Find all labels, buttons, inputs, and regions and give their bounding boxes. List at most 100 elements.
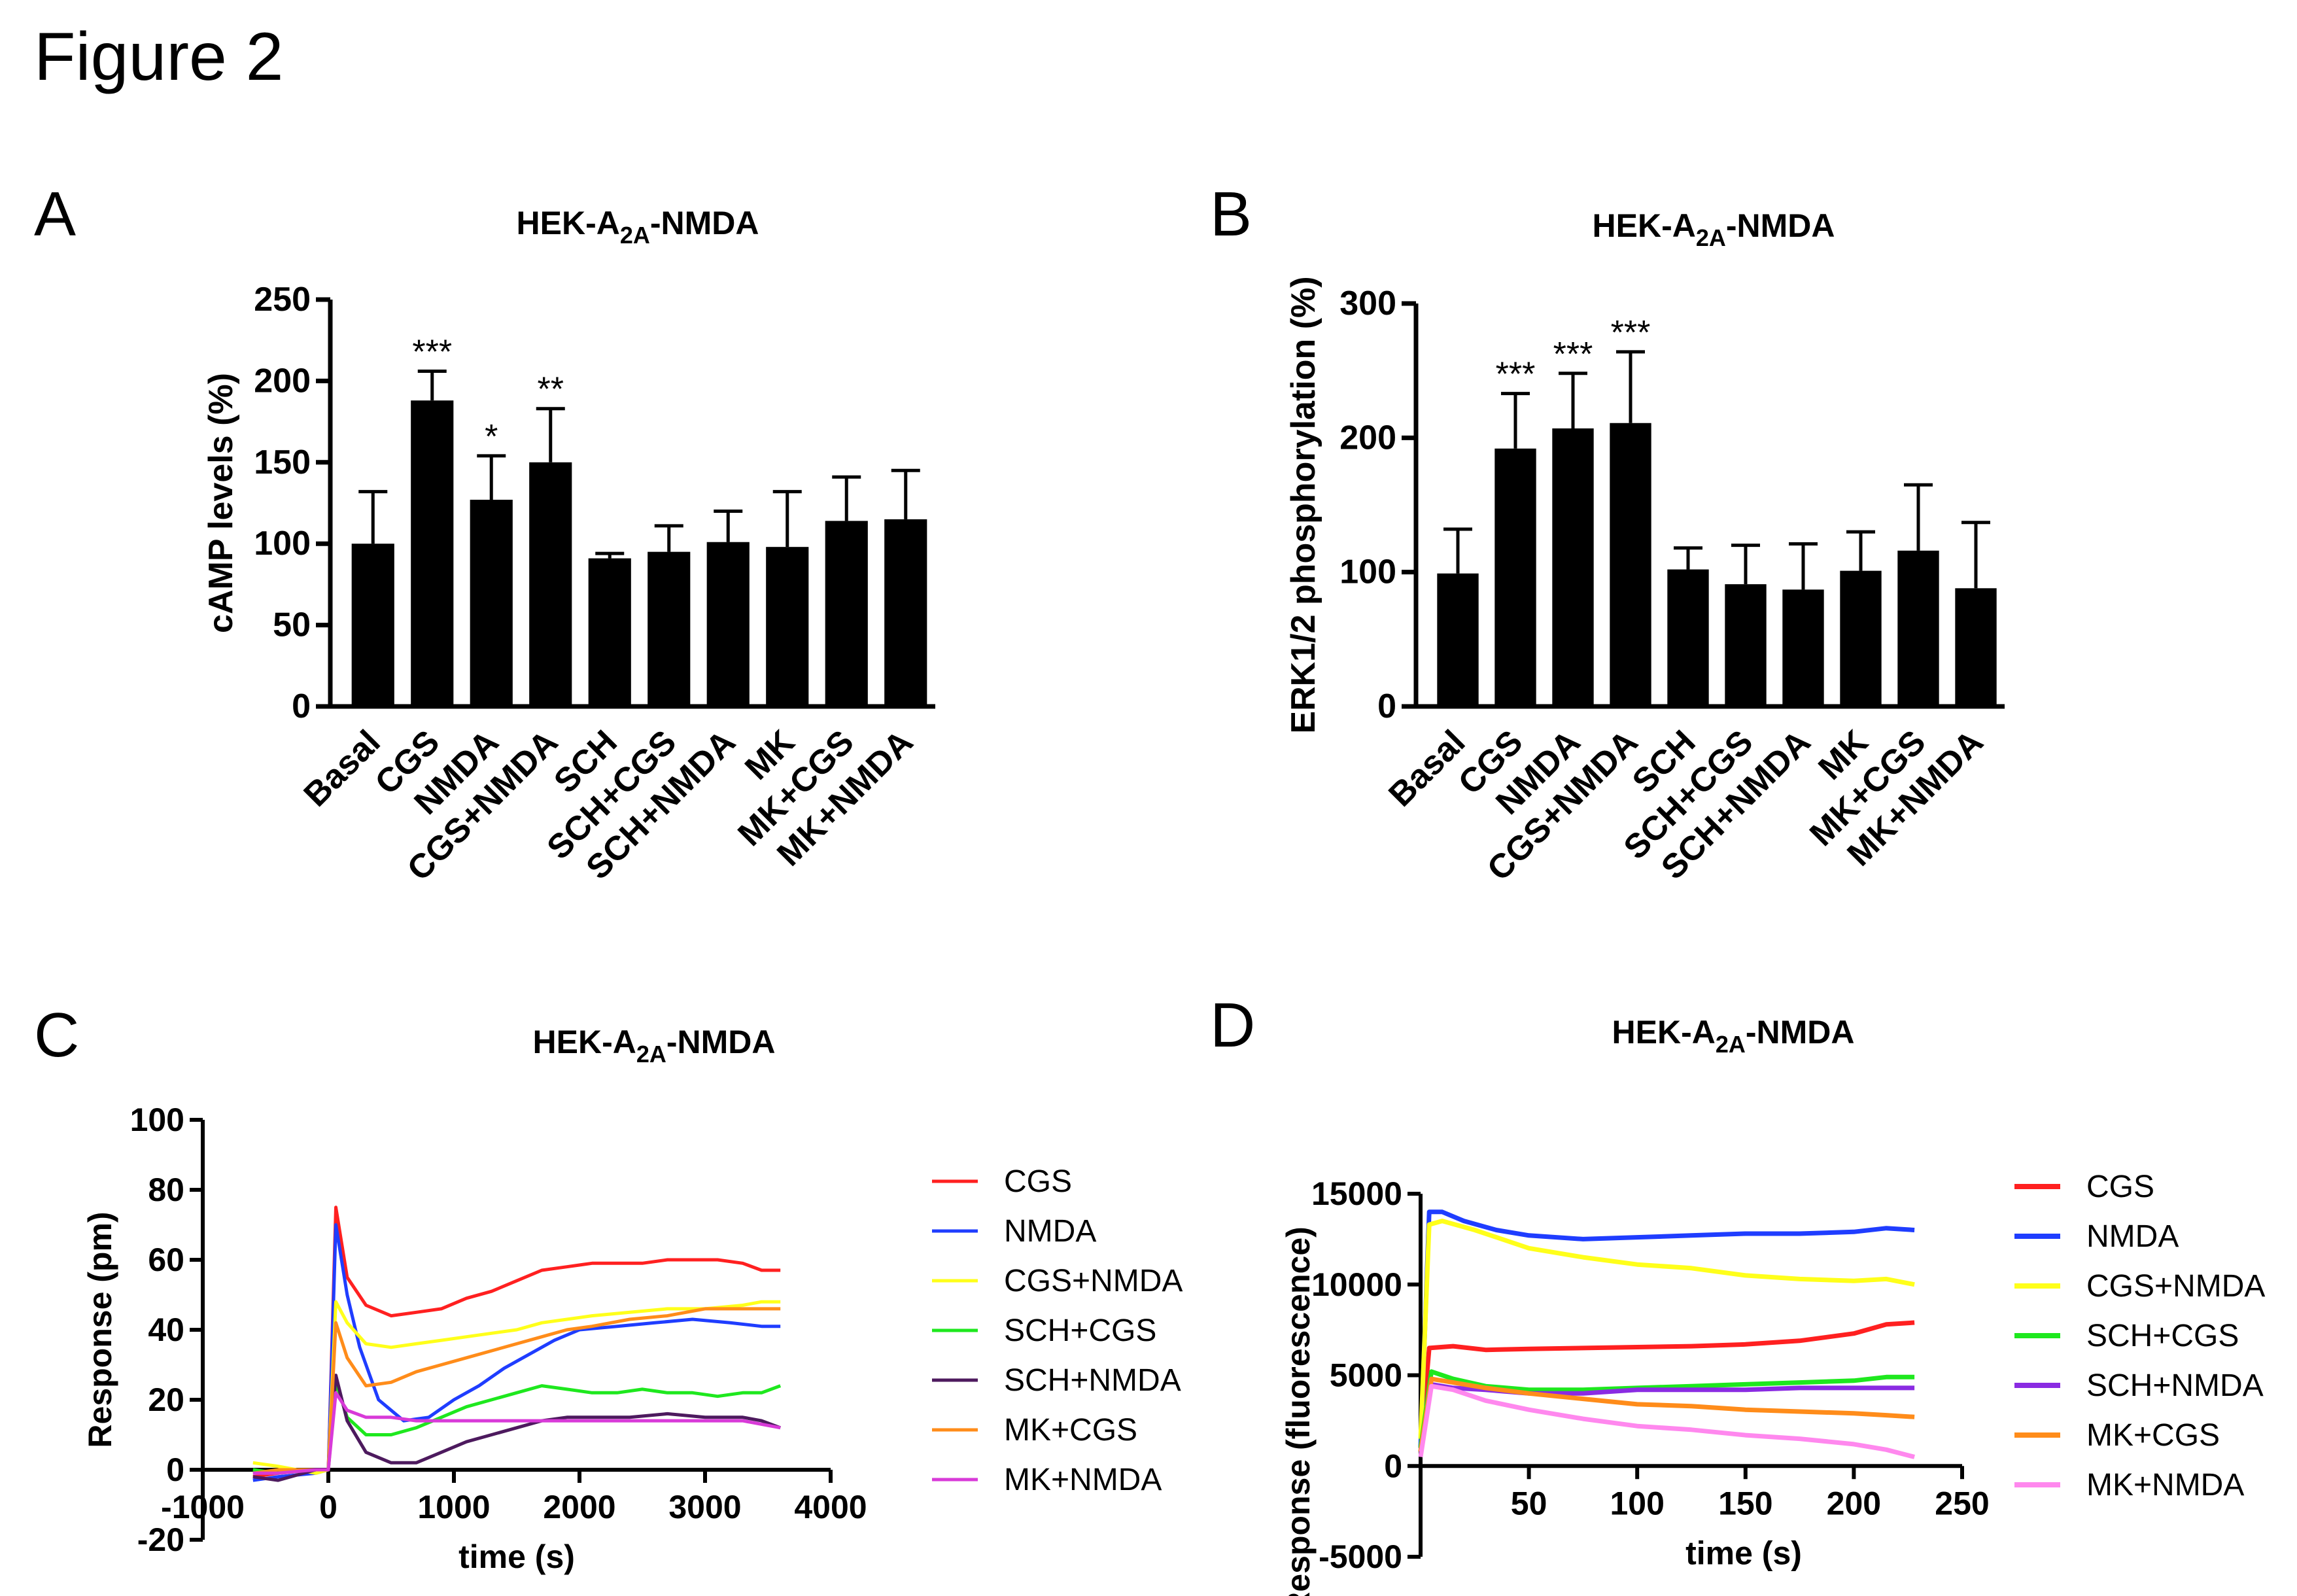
panel-title: HEK-A2A-NMDA <box>1593 207 1835 251</box>
x-tick-label: 150 <box>1718 1485 1772 1521</box>
y-tick-label: 200 <box>254 362 311 400</box>
series-line <box>1418 1383 1915 1459</box>
title-subscript: 2A <box>636 1041 666 1067</box>
legend-label: MK+NMDA <box>1004 1463 1162 1497</box>
x-tick-label: 3000 <box>668 1489 741 1525</box>
series-line <box>1418 1369 1915 1448</box>
legend-label: NMDA <box>1004 1214 1096 1249</box>
y-tick-label: 0 <box>166 1451 184 1488</box>
significance-marker: * <box>485 418 498 456</box>
bar <box>1667 569 1709 706</box>
title-subscript: 2A <box>620 222 650 249</box>
bar <box>411 400 454 706</box>
y-tick-label: -5000 <box>1319 1538 1402 1575</box>
y-tick-label: 60 <box>148 1241 184 1278</box>
bar <box>1897 550 1939 706</box>
legend-label: NMDA <box>2086 1219 2179 1254</box>
x-tick-label: 50 <box>1511 1485 1547 1521</box>
figure-title: Figure 2 <box>34 19 284 95</box>
panel-b: B HEK-A2A-NMDA 0 100 200 300 ERK1/2 phosphoryl… <box>1210 179 2005 888</box>
bar <box>470 500 513 706</box>
y-tick-label: 0 <box>1384 1448 1402 1484</box>
y-axis-label: cAMP levels (%) <box>202 373 240 633</box>
bar <box>1437 573 1479 706</box>
y-tick-label: 150 <box>254 443 311 481</box>
y-axis-label: Response (fluorescence) <box>1280 1226 1317 1596</box>
legend-label: CGS+NMDA <box>2086 1269 2265 1304</box>
y-tick-label: 100 <box>254 525 311 563</box>
bar <box>1840 570 1882 706</box>
series-line <box>1418 1320 1915 1448</box>
x-tick-label: 0 <box>319 1489 337 1525</box>
panel-a: A HEK-A2A-NMDA 0 50 100 150 200 250 cAMP levels … <box>34 179 935 888</box>
bar <box>825 521 868 706</box>
y-tick-label: 200 <box>1339 419 1396 457</box>
y-tick-label: 50 <box>273 606 311 644</box>
y-tick-label: 300 <box>1339 285 1396 322</box>
title-end: -NMDA <box>650 205 759 241</box>
title-main: HEK-A <box>1593 207 1696 244</box>
title-main: HEK-A <box>1612 1014 1716 1050</box>
y-axis-label: Response (pm) <box>82 1211 118 1448</box>
legend-label: SCH+CGS <box>2086 1319 2239 1353</box>
y-tick-label: 100 <box>130 1102 184 1138</box>
y-tick-label: 15000 <box>1311 1175 1402 1212</box>
bar <box>884 519 927 706</box>
significance-marker: *** <box>1496 356 1536 394</box>
title-end: -NMDA <box>1746 1014 1855 1050</box>
panel-title: HEK-A2A-NMDA <box>533 1024 776 1067</box>
bar <box>1955 588 1997 706</box>
legend-label: SCH+NMDA <box>2086 1368 2264 1403</box>
legend-label: SCH+CGS <box>1004 1313 1156 1348</box>
significance-marker: ** <box>538 371 564 409</box>
bar <box>588 558 631 706</box>
bar <box>351 544 394 706</box>
x-tick-label: 100 <box>1610 1485 1664 1521</box>
title-main: HEK-A <box>533 1024 636 1060</box>
legend-label: CGS <box>2086 1170 2154 1204</box>
x-tick-label: -1000 <box>161 1489 245 1525</box>
y-tick-label: 40 <box>148 1311 184 1348</box>
panel-letter: D <box>1210 990 1255 1060</box>
legend-label: CGS <box>1004 1164 1072 1199</box>
x-axis-label: time (s) <box>1685 1535 1802 1571</box>
panel-letter: B <box>1210 179 1252 249</box>
bar <box>1552 428 1594 706</box>
x-tick-label: 250 <box>1935 1485 1989 1521</box>
y-tick-label: 20 <box>148 1381 184 1418</box>
significance-marker: *** <box>1611 314 1651 352</box>
x-tick-label: 2000 <box>543 1489 615 1525</box>
y-tick-label: 5000 <box>1330 1357 1402 1394</box>
legend-label: CGS+NMDA <box>1004 1264 1183 1298</box>
series-line <box>1418 1376 1915 1452</box>
y-axis-label: ERK1/2 phosphorylation (%) <box>1285 276 1322 733</box>
bar <box>648 551 691 706</box>
significance-marker: *** <box>412 333 452 371</box>
y-tick-label: 10000 <box>1311 1266 1402 1303</box>
y-tick-label: 0 <box>1377 687 1396 725</box>
bar <box>766 547 809 706</box>
bar <box>1725 584 1767 706</box>
significance-marker: *** <box>1553 336 1593 373</box>
series-line <box>1418 1219 1915 1439</box>
panel-title: HEK-A2A-NMDA <box>1612 1014 1855 1058</box>
legend-label: MK+CGS <box>2086 1418 2220 1453</box>
panel-d: D HEK-A2A-NMDA -5000 0 5000 10000 15000 50 100 15… <box>1210 990 2265 1596</box>
x-axis-label: time (s) <box>458 1538 575 1575</box>
panel-title: HEK-A2A-NMDA <box>517 205 759 249</box>
series-line <box>252 1307 781 1475</box>
title-main: HEK-A <box>517 205 620 241</box>
y-tick-label: -20 <box>137 1521 184 1558</box>
y-tick-label: 80 <box>148 1171 184 1208</box>
bar <box>1610 423 1651 706</box>
title-end: -NMDA <box>1726 207 1835 244</box>
panel-letter: A <box>34 179 76 249</box>
x-tick-label: 1000 <box>417 1489 490 1525</box>
y-tick-label: 250 <box>254 281 311 319</box>
series-line <box>1418 1209 1915 1448</box>
legend-label: MK+NMDA <box>2086 1468 2244 1502</box>
legend-label: SCH+NMDA <box>1004 1363 1181 1398</box>
title-subscript: 2A <box>1716 1031 1746 1058</box>
